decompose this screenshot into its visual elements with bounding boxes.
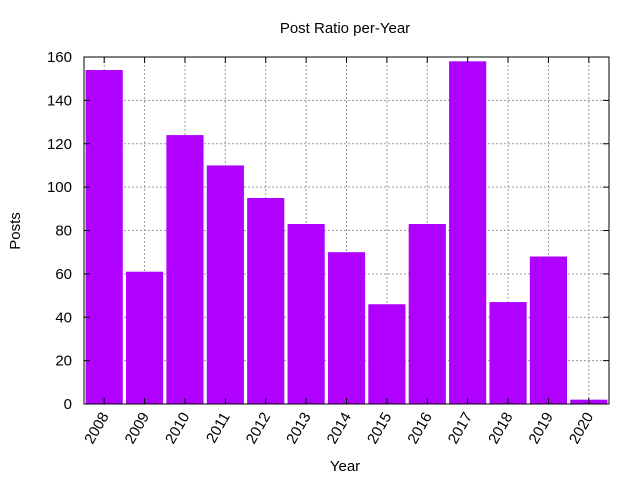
bars — [85, 61, 608, 405]
x-tick-label: 2010 — [162, 410, 193, 447]
x-tick-label: 2008 — [81, 410, 112, 447]
y-tick-label: 120 — [47, 136, 72, 153]
bar-2015 — [368, 304, 406, 404]
y-tick-label: 60 — [55, 266, 72, 283]
y-tick-label: 40 — [55, 309, 72, 326]
bar-2011 — [206, 165, 244, 404]
x-tick-label: 2020 — [566, 410, 597, 447]
chart-title: Post Ratio per-Year — [280, 20, 410, 37]
x-tick-label: 2011 — [203, 410, 234, 446]
y-tick-label: 140 — [47, 92, 72, 109]
bar-2009 — [126, 271, 164, 404]
bar-2012 — [247, 197, 285, 404]
bar-2016 — [408, 223, 446, 404]
x-tick-label: 2019 — [525, 410, 556, 447]
x-tick-label: 2015 — [364, 410, 395, 447]
y-tick-label: 0 — [64, 396, 72, 413]
x-tick-label: 2018 — [485, 410, 516, 447]
x-axis-label: Year — [330, 458, 360, 475]
x-tick-label: 2016 — [404, 410, 435, 447]
x-tick-label: 2017 — [445, 410, 476, 447]
bar-2018 — [489, 302, 527, 404]
y-tick-label: 80 — [55, 223, 72, 240]
y-axis-label: Posts — [7, 212, 24, 250]
x-tick-label: 2009 — [122, 410, 153, 447]
bar-2013 — [287, 223, 325, 404]
bar-2008 — [85, 70, 123, 404]
bar-2010 — [166, 135, 204, 404]
bar-2019 — [529, 256, 567, 404]
bar-2017 — [449, 61, 487, 405]
y-axis-ticks: 0 20 40 60 80 100 120 140 160 — [47, 49, 609, 413]
bar-2014 — [327, 252, 366, 404]
x-tick-label: 2013 — [283, 410, 314, 447]
x-tick-label: 2014 — [324, 410, 355, 447]
y-tick-label: 160 — [47, 49, 72, 66]
x-tick-label: 2012 — [243, 410, 274, 447]
y-tick-label: 20 — [55, 353, 72, 370]
y-tick-label: 100 — [47, 179, 72, 196]
